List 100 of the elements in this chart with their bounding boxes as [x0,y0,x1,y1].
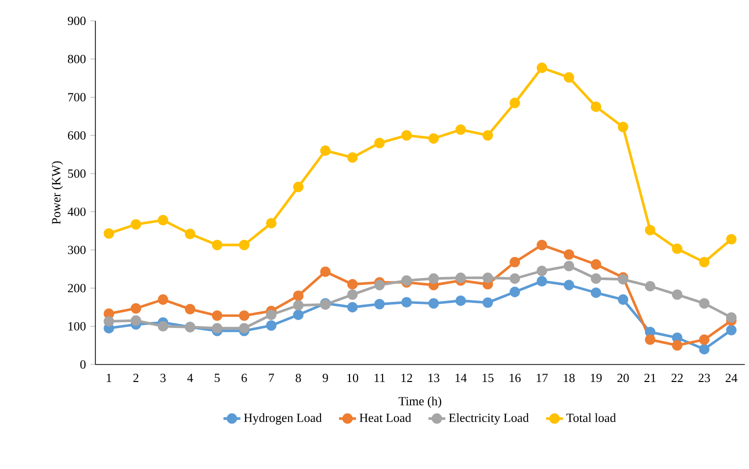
point [482,297,494,308]
point [374,299,385,310]
point [564,249,574,260]
x-tick-label: 9 [322,374,328,382]
point [130,303,142,314]
x-tick-label: 16 [510,374,521,382]
point [347,279,358,290]
point [130,315,142,326]
point [455,272,466,284]
point [644,334,656,346]
point [536,62,548,74]
x-tick-label: 19 [590,374,602,382]
point [726,234,737,245]
x-tick-label: 11 [374,374,385,382]
x-tick-label: 5 [214,374,220,382]
point [212,240,222,250]
x-tick-label: 20 [617,374,629,382]
point [158,321,168,332]
point [536,266,548,276]
point [184,304,196,314]
point [699,257,710,268]
point [672,289,682,300]
y-tick-label: 0 [80,360,86,369]
point [536,276,548,287]
point [482,272,494,284]
legend-label: Electricity Load [448,413,529,425]
point [266,310,277,320]
x-axis-title: Time (h) [398,396,442,408]
point [238,240,250,250]
x-tick-label: 22 [672,374,683,382]
y-tick-label: 900 [68,16,86,26]
x-tick-label: 17 [536,374,548,382]
point [699,344,710,355]
x-tick-label: 14 [456,374,467,382]
point [320,266,331,278]
point [212,310,222,321]
point [644,224,656,236]
point [320,146,331,156]
x-tick-label: 18 [564,374,575,382]
point [158,294,168,305]
point [104,228,114,239]
x-tick-label: 3 [160,374,166,382]
point [374,280,385,290]
x-tick-label: 24 [726,374,738,382]
point [104,316,114,327]
point [590,102,602,112]
x-tick-label: 7 [268,374,274,382]
point [510,257,520,268]
point [293,310,304,320]
point [428,273,439,284]
point [428,133,439,144]
point [510,286,520,298]
x-tick-label: 15 [482,374,494,382]
y-axis-title: Power (KW) [52,161,63,224]
point [184,228,196,240]
point [293,300,304,311]
legend-label: Total load [566,413,616,422]
point [590,259,602,270]
y-tick-label: 600 [68,131,86,140]
point [238,323,250,334]
point [726,324,737,336]
point [401,297,412,308]
point [374,138,385,148]
point [347,302,358,313]
point [266,320,277,331]
point [293,182,304,192]
point [130,219,142,230]
point [672,244,682,254]
point [536,240,548,250]
point [293,290,304,302]
point [672,340,682,351]
point [238,310,250,321]
y-tick-label: 500 [68,170,86,178]
x-tick-label: 21 [644,374,656,382]
y-tick-label: 200 [68,284,86,292]
point [618,122,628,132]
point [726,312,737,323]
point [644,281,656,292]
point [590,288,602,298]
point [590,273,602,284]
legend-label: Heat Load [360,413,412,422]
x-tick-label: 13 [428,374,440,382]
point [564,72,574,83]
point [699,334,710,346]
y-tick-label: 800 [68,54,86,64]
point [510,273,520,284]
point [347,152,358,163]
x-tick-label: 6 [242,374,247,382]
y-tick-label: 100 [68,322,86,331]
x-tick-label: 1 [106,374,112,382]
x-tick-label: 4 [187,374,193,382]
point [618,294,628,305]
y-tick-label: 400 [68,208,86,216]
x-tick-label: 23 [698,374,710,382]
point [212,323,222,334]
point [455,124,466,136]
point [564,260,574,272]
x-tick-label: 12 [401,374,412,382]
point [401,130,412,141]
point [347,289,358,300]
